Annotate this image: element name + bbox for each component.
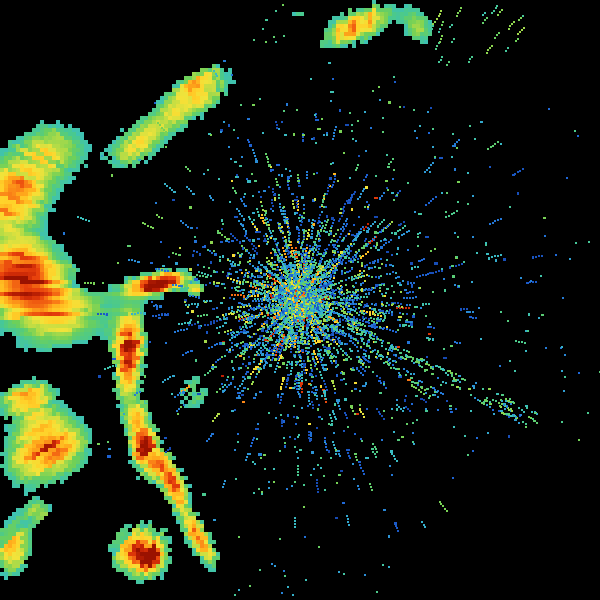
radar-canvas bbox=[0, 0, 600, 600]
radar-display bbox=[0, 0, 600, 600]
